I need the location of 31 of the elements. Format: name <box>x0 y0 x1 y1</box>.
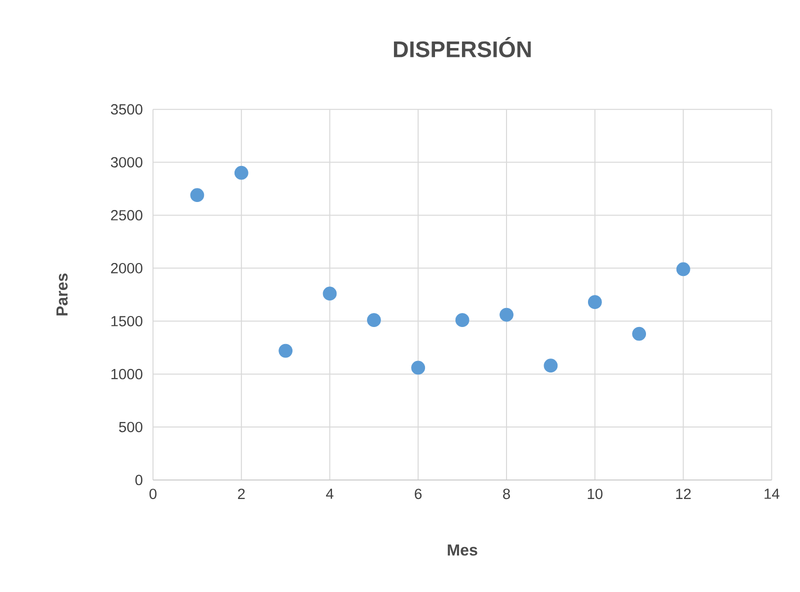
point <box>190 188 204 202</box>
x-tick-label: 8 <box>503 488 510 500</box>
point <box>278 344 293 358</box>
x-tick-label: 0 <box>149 488 156 500</box>
x-tick-label: 10 <box>588 488 602 500</box>
y-tick-label: 3000 <box>110 157 142 168</box>
x-tick-label: 14 <box>764 488 780 499</box>
x-tick-label: 6 <box>414 488 422 500</box>
y-tick-label: 500 <box>119 422 142 432</box>
point <box>367 313 381 328</box>
x-axis-title: Mes <box>448 544 478 556</box>
point <box>588 295 602 310</box>
point <box>411 360 426 375</box>
x-tick-label: 4 <box>326 488 334 499</box>
y-tick-label: 1500 <box>111 316 142 326</box>
point <box>455 313 470 328</box>
point <box>544 358 558 373</box>
x-tick-label: 12 <box>676 488 691 499</box>
point <box>676 262 690 276</box>
y-tick-label: 0 <box>135 474 142 486</box>
y-tick-label: 2000 <box>111 263 142 274</box>
x-tick-label: 2 <box>238 488 245 499</box>
y-axis-title: Pares <box>56 274 68 316</box>
chart-title: DISPERSIÓN <box>394 37 531 58</box>
y-tick-label: 1000 <box>111 368 142 380</box>
point <box>234 166 248 180</box>
point <box>500 308 514 322</box>
y-tick-label: 2500 <box>111 210 142 220</box>
y-tick-label: 3500 <box>110 104 142 115</box>
point <box>322 286 337 301</box>
point <box>632 326 646 341</box>
